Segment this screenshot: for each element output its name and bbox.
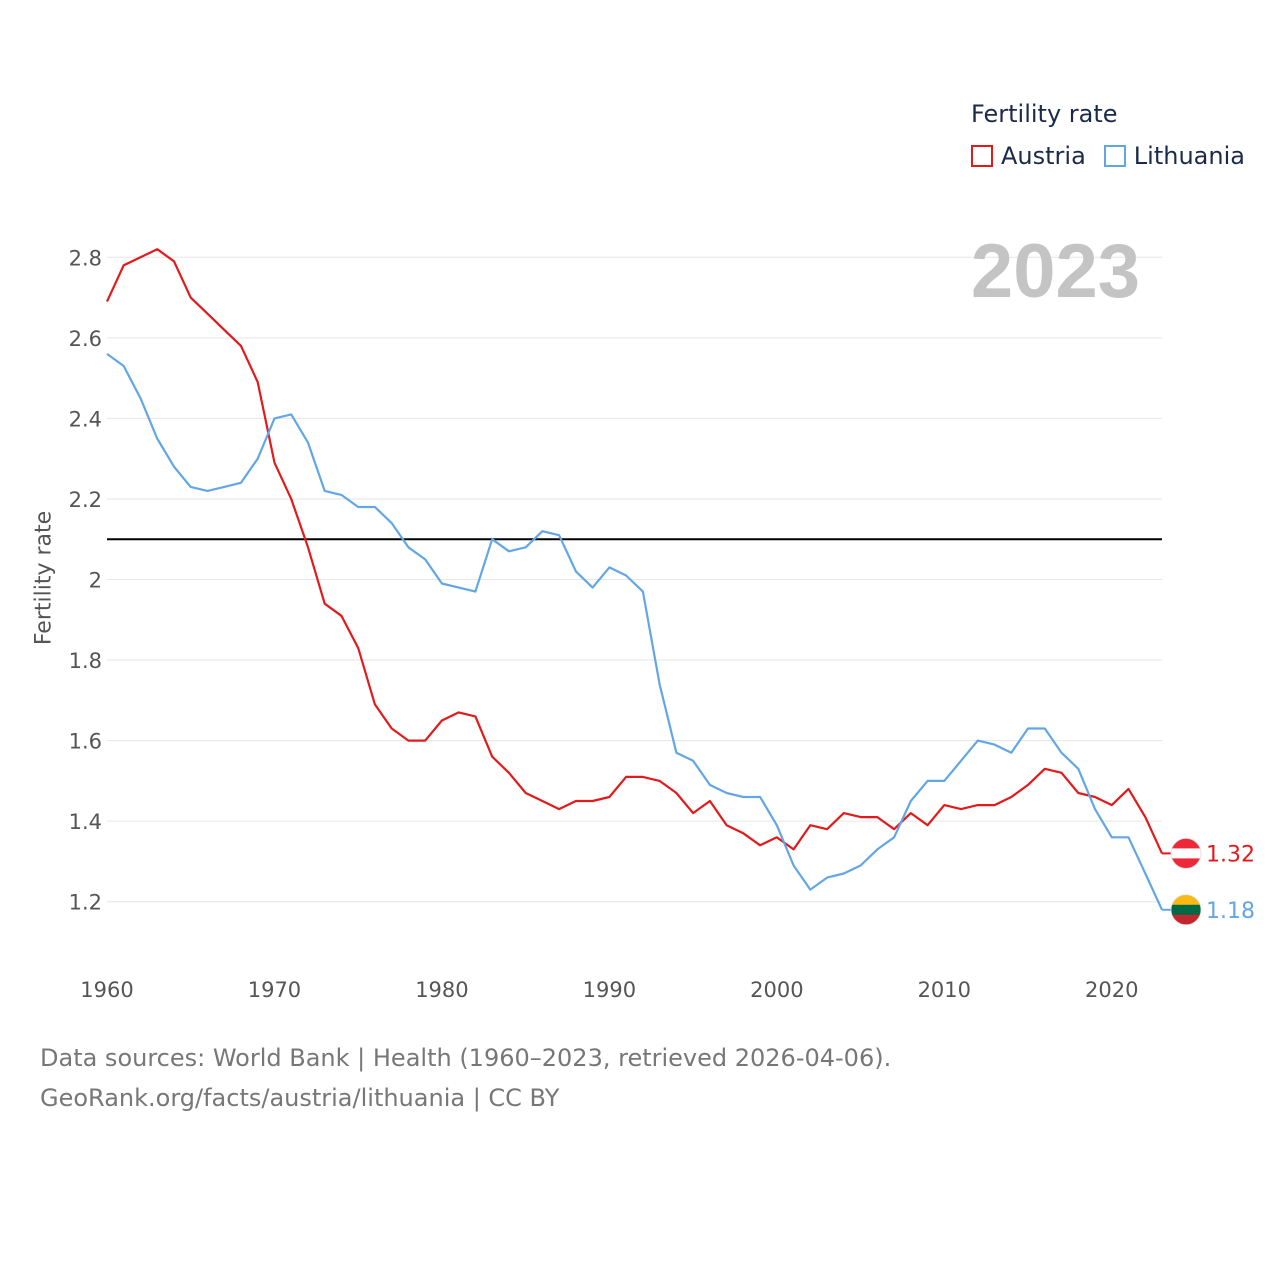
x-tick-label: 2000	[750, 978, 803, 1002]
x-tick-label: 1980	[415, 978, 468, 1002]
x-tick-label: 2020	[1085, 978, 1138, 1002]
flag-austria-icon	[1171, 838, 1201, 869]
y-tick-label: 1.8	[69, 649, 102, 673]
flag-band	[1171, 838, 1201, 849]
gridlines	[107, 256, 1162, 903]
flag-outline	[1170, 894, 1202, 926]
y-tick-label: 2.8	[69, 246, 102, 270]
legend: Austria Lithuania	[971, 142, 1263, 170]
y-tick-label: 2.2	[69, 488, 102, 512]
legend-item-lithuania[interactable]: Lithuania	[1103, 142, 1245, 170]
legend-label-austria: Austria	[1001, 142, 1086, 170]
flag-band	[1171, 914, 1201, 925]
y-axis-label: Fertility rate	[31, 510, 57, 646]
y-tick-label: 1.4	[69, 810, 102, 834]
x-tick-label: 1970	[248, 978, 301, 1002]
x-tick-label: 1990	[583, 978, 636, 1002]
legend-title: Fertility rate	[971, 100, 1118, 128]
footer-attribution[interactable]: GeoRank.org/facts/austria/lithuania | CC…	[40, 1084, 560, 1112]
series-layer	[106, 248, 1163, 911]
legend-swatch-lithuania	[1103, 145, 1126, 167]
flag-band	[1171, 858, 1201, 869]
y-tick-label: 2.4	[69, 407, 102, 431]
x-tick-label: 1960	[80, 978, 133, 1002]
x-axis-ticks: 1960 1970 1980 1990 2000 2010 2020	[80, 978, 1138, 1002]
flag-outline	[1170, 837, 1202, 869]
y-tick-label: 1.6	[69, 730, 102, 754]
flag-lithuania-icon	[1171, 894, 1201, 925]
y-tick-label: 2.6	[69, 327, 102, 351]
y-tick-label: 2	[89, 569, 102, 593]
legend-label-lithuania: Lithuania	[1133, 142, 1245, 170]
series-line-austria	[106, 248, 1163, 854]
end-markers: 1.32 1.18	[1162, 837, 1255, 926]
footer-sources: Data sources: World Bank | Health (1960–…	[40, 1044, 892, 1072]
series-line-lithuania	[106, 353, 1163, 911]
flag-band	[1171, 894, 1201, 906]
current-year-watermark: 2023	[970, 229, 1140, 314]
legend-swatch-austria	[971, 145, 993, 167]
flag-band	[1171, 904, 1201, 916]
flag-band	[1171, 848, 1201, 859]
y-axis-ticks: 1.2 1.4 1.6 1.8 2 2.2 2.4 2.6 2.8	[69, 246, 102, 914]
x-tick-label: 2010	[918, 978, 971, 1002]
end-value-label-lithuania: 1.18	[1206, 899, 1255, 924]
legend-item-austria[interactable]: Austria	[971, 142, 1086, 170]
end-value-label-austria: 1.32	[1206, 842, 1255, 867]
y-tick-label: 1.2	[69, 891, 102, 915]
